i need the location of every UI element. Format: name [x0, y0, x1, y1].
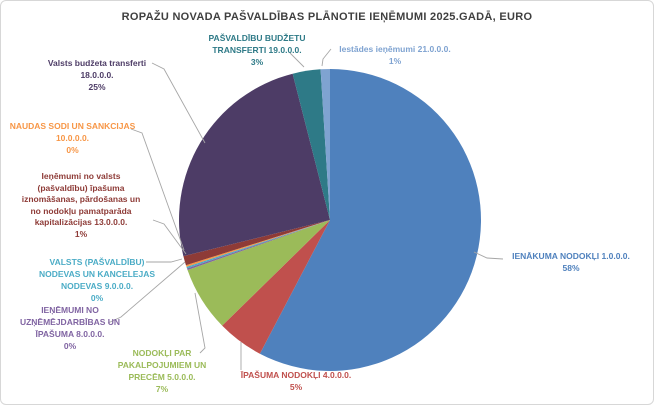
leader-line-nodokli-pakalpojumiem — [194, 292, 206, 354]
leader-line-uznemejdarbiba — [107, 261, 186, 324]
leader-line-ienemumi-ipasuma — [152, 219, 187, 255]
pie-slice-21-0-0-0[interactable] — [320, 68, 330, 220]
callout-iestades-ienemumi: Iestādes ieņēmumi 21.0.0.0. 1% — [339, 44, 451, 66]
pie-slice-1-0-0-0[interactable] — [259, 69, 482, 371]
leader-line-ienakuma-nodokli — [473, 251, 504, 260]
pie-slice-5-0-0-0[interactable] — [187, 220, 330, 326]
pie-slice-19-0-0-0[interactable] — [292, 69, 330, 220]
callout-valsts-budzeta: Valsts budžeta transferti 18.0.0.0. 25% — [47, 58, 147, 92]
leader-line-naudas-sodi — [130, 128, 185, 251]
chart-title: ROPAŽU NOVADA PAŠVALDĪBAS PLĀNOTIE IEŅĒM… — [121, 11, 533, 23]
callout-valsts-nodevas: VALSTS (PAŠVALDĪBU) NODEVAS UN KANCELEJA… — [38, 257, 156, 303]
callout-nodokli-pakalpojumiem: NODOKĻI PAR PAKALPOJUMIEM UN PRECĒM 5.0.… — [117, 348, 207, 394]
callout-ienemumi-ipasuma: Ieņēmumi no valsts (pašvaldību) īpašuma … — [21, 171, 141, 239]
pie-slice-10-0-0-0[interactable] — [185, 220, 330, 267]
pie-slice-13-0-0-0[interactable] — [183, 220, 330, 266]
callout-naudas-sodi: NAUDAS SODI UN SANKCIJAS 10.0.0.0. 0% — [9, 121, 136, 155]
leader-line-pasvaldibu-transferti — [289, 52, 305, 68]
pie-slice-9-0-0-0[interactable] — [186, 220, 330, 269]
leader-line-iestades-ienemumi — [321, 48, 332, 67]
leader-line-valsts-budzeta — [151, 62, 206, 144]
pie-slice-4-0-0-0[interactable] — [222, 220, 330, 354]
callout-ienakuma-nodokli: IENĀKUMA NODOKĻI 1.0.0.0. 58% — [512, 251, 630, 273]
pie-slice-18-0-0-0[interactable] — [178, 73, 330, 257]
callout-pasvaldibu-transferti: PAŠVALDĪBU BUDŽETU TRANSFERTI 19.0.0.0. … — [208, 33, 306, 67]
callout-ipasuma-nodokli: ĪPAŠUMA NODOKĻI 4.0.0.0. 5% — [240, 370, 352, 392]
pie-slice-8-0-0-0[interactable] — [186, 220, 330, 271]
callout-uznemejdarbiba: IEŅĒMUMI NO UZŅĒMĒJDARBĪBAS UN ĪPAŠUMA 8… — [19, 305, 121, 351]
leader-line-valsts-nodevas — [146, 258, 183, 263]
